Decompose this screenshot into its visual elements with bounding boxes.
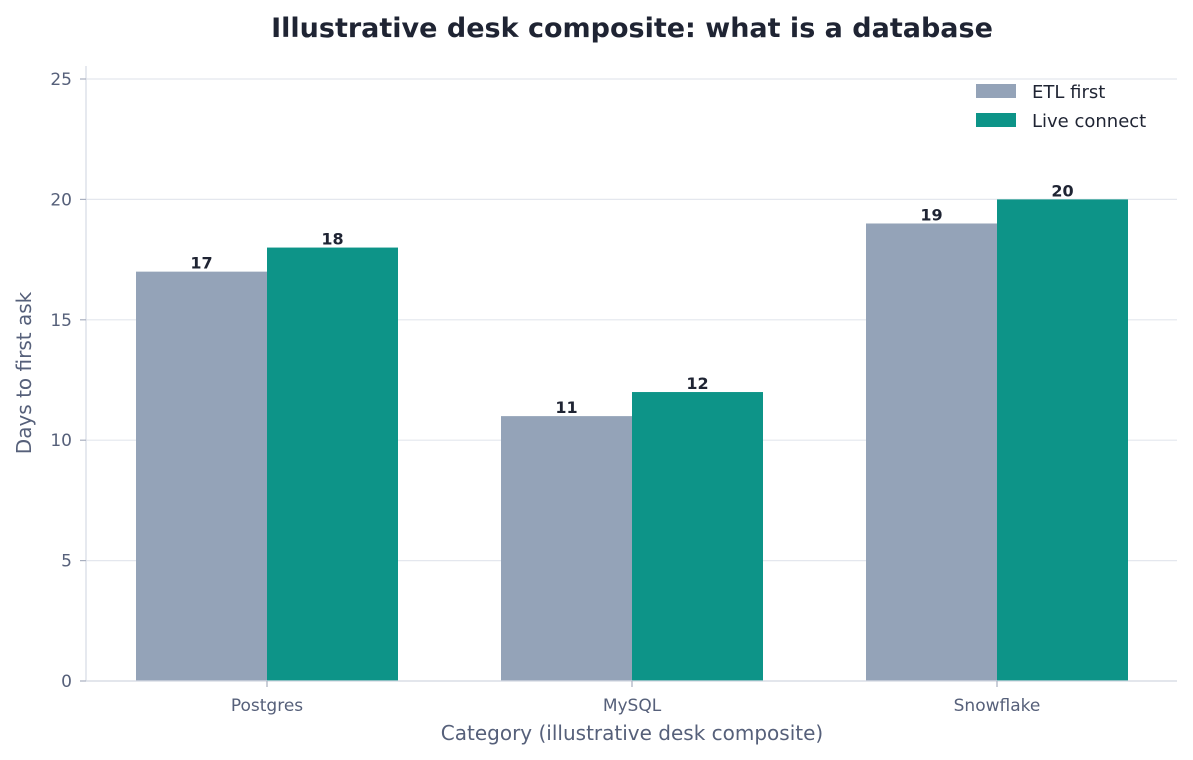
y-tick-label: 5 bbox=[61, 552, 72, 572]
chart-title: Illustrative desk composite: what is a d… bbox=[271, 13, 993, 44]
legend-label: Live connect bbox=[1032, 111, 1146, 132]
x-tick-label: Snowflake bbox=[954, 696, 1041, 716]
data-label: 17 bbox=[190, 254, 212, 273]
y-ticks: 0 5 10 15 20 25 bbox=[50, 70, 86, 692]
data-label: 19 bbox=[920, 205, 942, 224]
data-label: 11 bbox=[555, 398, 577, 417]
legend-swatch bbox=[976, 84, 1016, 98]
legend-swatch bbox=[976, 113, 1016, 127]
x-ticks: Postgres MySQL Snowflake bbox=[231, 681, 1041, 716]
bar bbox=[136, 271, 267, 681]
bars bbox=[136, 199, 1128, 682]
y-tick-label: 0 bbox=[61, 672, 72, 692]
y-tick-label: 10 bbox=[50, 431, 72, 451]
data-label: 18 bbox=[321, 230, 343, 249]
y-tick-label: 20 bbox=[50, 190, 72, 210]
data-label: 12 bbox=[686, 374, 708, 393]
bar bbox=[501, 416, 632, 681]
legend: ETL first Live connect bbox=[976, 82, 1146, 132]
bar bbox=[997, 199, 1128, 681]
x-tick-label: MySQL bbox=[603, 696, 662, 716]
y-axis-label: Days to first ask bbox=[12, 291, 36, 454]
data-label: 20 bbox=[1051, 181, 1073, 200]
y-tick-label: 25 bbox=[50, 70, 72, 90]
legend-label: ETL first bbox=[1032, 82, 1105, 103]
bar bbox=[267, 247, 398, 681]
bar bbox=[632, 392, 763, 681]
bar bbox=[866, 223, 997, 682]
value-labels: 17 18 11 12 19 20 bbox=[190, 181, 1073, 417]
x-axis-label: Category (illustrative desk composite) bbox=[441, 721, 823, 745]
x-tick-label: Postgres bbox=[231, 696, 303, 716]
y-tick-label: 15 bbox=[50, 311, 72, 331]
